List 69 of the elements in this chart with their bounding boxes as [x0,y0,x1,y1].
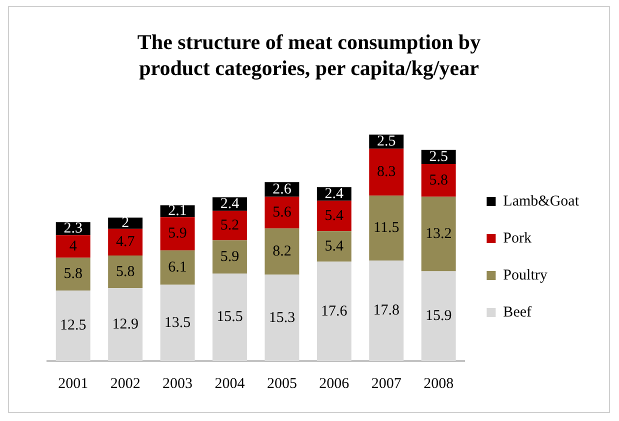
legend-label: Pork [503,230,532,246]
data-label: 2.5 [429,148,448,165]
data-label: 17.6 [321,303,348,320]
bar [108,218,143,229]
data-label: 5.4 [324,208,344,224]
bar [264,196,300,228]
data-label: 5.8 [116,264,135,280]
data-label: 2.5 [376,134,396,150]
bar [264,228,300,275]
data-label: 2.4 [220,196,240,212]
bar [56,290,90,361]
data-label: 2.4 [324,186,344,202]
bar [421,164,456,197]
data-label: 13.2 [425,226,452,242]
data-label: 15.9 [425,308,452,324]
data-label: 5.8 [429,172,448,188]
data-label: 5.9 [168,226,187,242]
bar [316,262,352,361]
x-tick-label: 2003 [162,376,193,392]
bar [56,235,90,258]
data-label: 2.6 [272,181,292,198]
bar [369,260,404,361]
legend-label: Lamb&Goat [503,193,580,210]
bar [212,274,247,361]
bar [369,196,404,261]
data-label: 8.2 [272,243,292,260]
bar [421,196,456,272]
bar [108,228,143,256]
data-label: 5.2 [220,217,240,234]
x-tick-label: 2007 [371,376,402,392]
data-label: 5.8 [64,266,82,282]
legend-label: Beef [503,304,532,320]
data-label: 15.5 [216,309,243,326]
data-label: 6.1 [168,260,187,276]
bar [212,240,247,274]
data-label: 5.6 [272,204,292,220]
x-tick-label: 2004 [214,376,246,392]
data-label: 12.9 [112,316,138,333]
data-label: 11.5 [374,220,400,236]
data-label: 15.3 [268,310,296,326]
data-label: 5.4 [324,238,344,254]
x-tick-label: 2006 [319,376,350,392]
bar [369,148,404,196]
data-label: 13.5 [164,314,191,331]
x-tick-label: 2008 [424,376,454,392]
bar [160,250,195,285]
legend-label: Poultry [503,267,548,284]
data-label: 12.5 [60,318,86,334]
x-tick-label: 2001 [58,376,88,392]
bar [56,258,90,290]
data-label: 2.3 [64,220,82,237]
chart-title: The structure of meat consumption by product categories, per capita/kg/year [136,29,482,81]
data-label: 17.8 [373,302,400,319]
bar [264,274,300,361]
bar [160,217,195,250]
data-label: 4.7 [116,234,136,250]
x-tick-label: 2002 [110,376,140,392]
x-tick-label: 2005 [266,376,297,392]
data-label: 2.1 [168,203,187,220]
bar [108,255,143,288]
data-label: 8.3 [376,164,396,180]
bar [160,284,195,361]
bar [316,200,352,232]
data-label: 5.9 [220,248,240,265]
bar [316,231,352,262]
bar [421,271,456,361]
data-label: 4 [69,238,78,254]
bar [212,210,247,240]
bar [108,288,143,361]
